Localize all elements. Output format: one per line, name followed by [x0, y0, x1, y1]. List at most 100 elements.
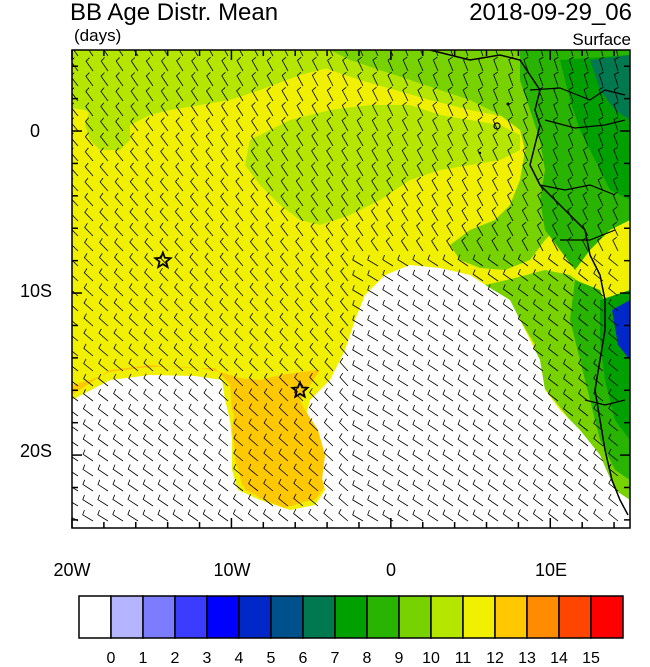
wind-barb — [97, 479, 109, 492]
wind-barb — [508, 86, 514, 102]
wind-barb — [160, 117, 169, 132]
wind-barb — [329, 50, 334, 57]
wind-barb — [502, 284, 514, 297]
wind-barb — [143, 328, 154, 342]
wind-barb — [188, 343, 199, 357]
wind-barb — [382, 299, 394, 312]
wind-barb — [284, 50, 289, 57]
wind-barb — [113, 328, 124, 342]
wind-barb — [427, 419, 439, 432]
wind-barb — [472, 389, 484, 402]
wind-barb — [159, 207, 169, 222]
wind-barb — [83, 298, 94, 312]
wind-barb — [357, 71, 364, 87]
wind-barb — [401, 116, 409, 132]
wind-barb — [502, 269, 514, 282]
wind-barb — [491, 237, 499, 252]
wind-barb — [269, 50, 274, 57]
wind-barb — [420, 50, 424, 57]
age-band-10-11 — [245, 105, 520, 225]
wind-barb — [142, 479, 154, 492]
wind-barb — [386, 192, 394, 207]
wind-barb — [217, 479, 229, 492]
wind-barb — [84, 207, 94, 222]
wind-barb — [397, 419, 409, 432]
wind-barbs — [72, 50, 620, 522]
wind-barb — [323, 418, 334, 432]
wind-barb — [352, 390, 364, 402]
wind-barb — [397, 344, 409, 357]
wind-barb — [367, 449, 379, 462]
wind-barb — [461, 191, 469, 207]
wind-barb — [427, 359, 439, 372]
wind-barb — [202, 479, 214, 492]
wind-barb — [583, 101, 589, 117]
wind-barb — [99, 177, 109, 192]
wind-barb — [219, 312, 229, 327]
wind-barb — [281, 71, 289, 87]
wind-barb — [382, 419, 394, 432]
wind-barb — [232, 509, 244, 522]
wind-barb — [142, 449, 154, 462]
wind-barb — [461, 176, 469, 192]
wind-barb — [294, 342, 304, 357]
wind-barb — [585, 50, 589, 57]
wind-barb — [157, 479, 169, 492]
wind-barb — [264, 267, 274, 282]
wind-barb — [427, 329, 439, 342]
age-band-6-7 — [590, 55, 630, 120]
wind-barb — [144, 207, 154, 222]
wind-barb — [608, 403, 619, 417]
wind-barb — [128, 313, 139, 327]
wind-barb — [279, 252, 289, 267]
wind-barb — [72, 365, 79, 372]
wind-barb — [158, 358, 169, 372]
wind-barb — [189, 192, 199, 207]
wind-barb — [487, 479, 499, 492]
wind-barb — [386, 177, 394, 192]
wind-barb — [280, 207, 289, 222]
wind-barb — [401, 162, 409, 177]
wind-barb — [158, 388, 169, 402]
wind-barb — [562, 448, 574, 462]
wind-barb — [548, 419, 559, 432]
wind-barb — [593, 358, 604, 372]
wind-barb — [175, 87, 184, 102]
wind-barb — [72, 471, 79, 477]
wind-barb — [613, 146, 619, 162]
wind-barb — [367, 419, 379, 432]
wind-barb — [462, 71, 469, 87]
wind-barb — [461, 237, 469, 252]
wind-barb — [189, 237, 199, 252]
wind-barb — [416, 161, 424, 177]
wind-barb — [193, 50, 199, 57]
wind-barb — [412, 299, 424, 312]
wind-barb — [263, 463, 274, 477]
wind-barb — [327, 56, 334, 72]
wind-barb — [477, 101, 484, 117]
wind-barb — [491, 221, 499, 237]
wind-barb — [159, 177, 169, 192]
wind-barb — [387, 101, 394, 117]
wind-barb — [446, 222, 454, 237]
wind-barb — [234, 327, 244, 342]
wind-barb — [250, 162, 259, 177]
wind-barb — [220, 132, 229, 147]
wind-barb — [236, 57, 244, 72]
wind-barb — [578, 328, 589, 342]
wind-barb — [352, 510, 364, 522]
wind-barb — [205, 117, 214, 132]
wind-barb — [355, 192, 364, 207]
wind-barb — [598, 101, 604, 117]
wind-barb — [442, 404, 454, 417]
wind-barb — [487, 449, 499, 462]
wind-barb — [266, 87, 274, 102]
wind-barb — [487, 269, 499, 282]
wind-barb — [397, 359, 409, 372]
wind-barb — [224, 50, 229, 57]
wind-barb — [99, 238, 109, 252]
wind-barb — [412, 269, 424, 282]
wind-barb — [172, 464, 184, 477]
wind-barb — [417, 86, 424, 102]
colorbar-label: 9 — [395, 650, 404, 667]
